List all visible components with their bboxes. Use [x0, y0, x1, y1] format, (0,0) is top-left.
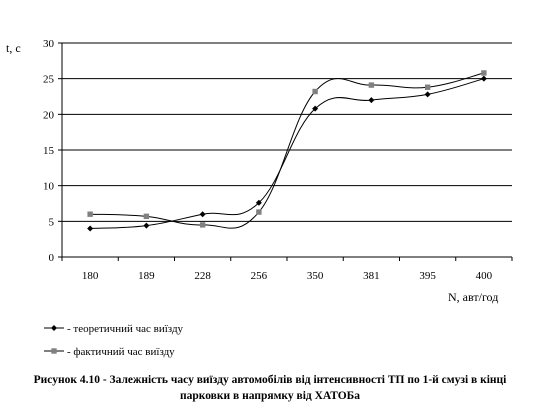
series-1-point-180 — [87, 225, 94, 232]
line-chart: 0 5 10 15 20 25 30 180 189 228 256 350 381 395 400 t,… — [6, 38, 513, 358]
legend-item-1: - теоретичний час виїзду — [44, 323, 184, 335]
grid-lines — [62, 42, 512, 222]
x-tick-label-228: 228 — [194, 270, 211, 282]
y-tick-label-5: 5 — [49, 216, 55, 228]
series-1 — [87, 75, 487, 232]
series-2-point-256 — [256, 209, 262, 215]
legend-item-2: - фактичний час виїзду — [44, 346, 175, 358]
y-tick-labels: 0 5 10 15 20 25 30 — [43, 38, 55, 264]
y-tick-label-0: 0 — [49, 252, 55, 264]
y-tick-label-20: 20 — [43, 109, 55, 121]
y-axis-label: t, с — [6, 41, 21, 55]
series-1-point-350 — [312, 105, 319, 112]
series-2-point-189 — [143, 213, 150, 220]
x-tick-label-180: 180 — [82, 270, 99, 282]
series-1-point-228 — [199, 211, 206, 218]
legend-marker-1 — [51, 325, 57, 331]
series-2-line — [90, 72, 485, 229]
series-2 — [87, 70, 487, 229]
caption-line-1: Рисунок 4.10 - Залежність часу виїзду ав… — [33, 374, 507, 386]
series-1-point-400 — [480, 75, 487, 82]
y-tick-label-25: 25 — [43, 74, 55, 86]
series-2-point-400 — [481, 70, 487, 76]
caption-line-2: парковки в напрямку від ХАТОБа — [179, 390, 361, 402]
x-tick-labels: 180 189 228 256 350 381 395 400 — [82, 270, 493, 282]
series-2-point-180 — [87, 211, 93, 217]
x-tick-label-381: 381 — [363, 270, 380, 282]
y-tick-label-15: 15 — [43, 145, 55, 157]
legend-marker-2 — [51, 348, 57, 354]
series-1-point-256 — [255, 199, 262, 206]
series-1-line — [90, 78, 485, 229]
x-tick-label-395: 395 — [419, 270, 436, 282]
series-2-point-228 — [199, 222, 206, 228]
figure-caption: Рисунок 4.10 - Залежність часу виїзду ав… — [0, 372, 540, 404]
x-axis-label: N, авт/год — [448, 290, 498, 304]
series-2-point-395 — [424, 84, 431, 90]
x-tick-label-350: 350 — [307, 270, 324, 282]
x-tick-label-400: 400 — [476, 270, 493, 282]
legend-label-2: - фактичний час виїзду — [67, 346, 175, 358]
series-1-point-395 — [424, 91, 431, 98]
series-2-point-381 — [368, 82, 375, 88]
x-tick-label-256: 256 — [251, 270, 268, 282]
series-1-point-189 — [143, 222, 150, 229]
series-1-point-381 — [368, 97, 375, 104]
axes — [58, 42, 513, 261]
legend-label-1: - теоретичний час виїзду — [67, 323, 184, 335]
y-tick-label-10: 10 — [43, 181, 55, 193]
x-tick-label-189: 189 — [138, 270, 155, 282]
y-tick-label-30: 30 — [43, 38, 55, 50]
series-layer — [87, 70, 487, 232]
legend: - теоретичний час виїзду - фактичний час … — [44, 323, 184, 358]
series-2-point-350 — [312, 88, 318, 95]
